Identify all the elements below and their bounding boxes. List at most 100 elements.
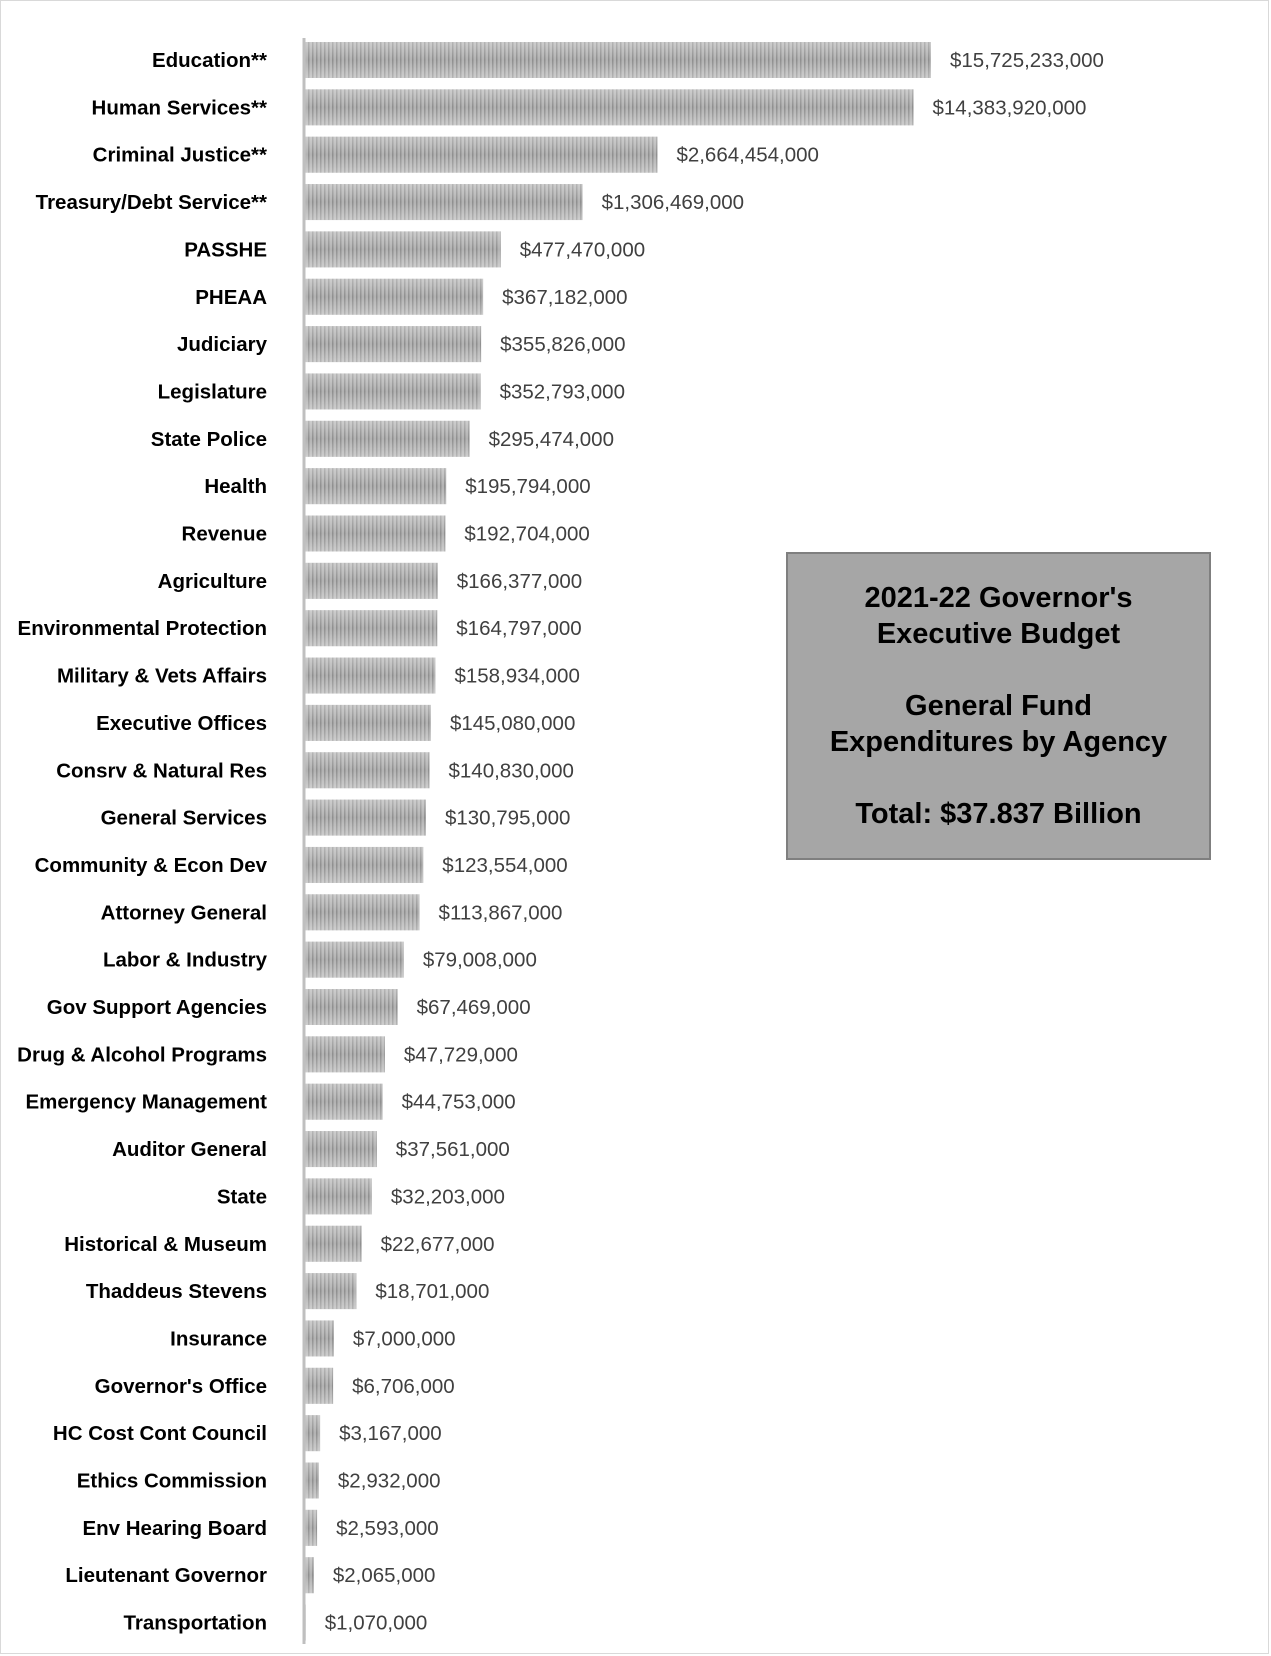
value-label: $164,797,000 <box>456 617 581 640</box>
category-label: Insurance <box>170 1327 267 1350</box>
value-label: $166,377,000 <box>457 570 582 593</box>
category-label: HC Cost Cont Council <box>53 1422 267 1445</box>
value-label: $130,795,000 <box>445 807 570 830</box>
bar-shading <box>305 515 446 552</box>
category-label: Drug & Alcohol Programs <box>17 1043 267 1066</box>
value-label: $1,306,469,000 <box>602 191 745 214</box>
value-label: $295,474,000 <box>489 428 614 451</box>
value-label: $355,826,000 <box>500 333 625 356</box>
value-label: $140,830,000 <box>449 759 574 782</box>
bar-shading <box>305 1083 383 1120</box>
value-label: $1,070,000 <box>325 1612 428 1635</box>
category-label: Health <box>204 475 267 498</box>
bar-shading <box>305 184 583 221</box>
value-label: $67,469,000 <box>417 996 531 1019</box>
bar-shading <box>305 136 658 173</box>
value-label: $192,704,000 <box>464 523 589 546</box>
category-label: Consrv & Natural Res <box>56 759 267 782</box>
category-label: Executive Offices <box>96 712 267 735</box>
bar-shading <box>305 420 470 457</box>
value-label: $14,383,920,000 <box>933 96 1087 119</box>
value-label: $352,793,000 <box>500 380 625 403</box>
bar-shading <box>305 610 438 647</box>
bar-shading <box>305 657 436 694</box>
bar-shading <box>305 1225 362 1262</box>
bar-shading <box>305 89 914 126</box>
value-label: $22,677,000 <box>381 1233 495 1256</box>
value-label: $145,080,000 <box>450 712 575 735</box>
category-label: Gov Support Agencies <box>47 996 267 1019</box>
bar-shading <box>305 231 501 268</box>
value-label: $3,167,000 <box>339 1422 442 1445</box>
bar-shading <box>305 373 481 410</box>
bar-shading <box>305 941 404 978</box>
category-label: State <box>217 1185 267 1208</box>
category-label: Lieutenant Governor <box>65 1564 267 1587</box>
category-label: Governor's Office <box>95 1375 267 1398</box>
value-label: $15,725,233,000 <box>950 49 1104 72</box>
bar-shading <box>305 752 430 789</box>
value-label: $367,182,000 <box>502 286 627 309</box>
bar-shading <box>305 1273 357 1310</box>
bar-shading <box>305 278 484 315</box>
value-label: $32,203,000 <box>391 1185 505 1208</box>
category-label: Emergency Management <box>25 1091 267 1114</box>
category-label: Transportation <box>123 1612 267 1635</box>
category-label: Environmental Protection <box>18 617 267 640</box>
bar-shading <box>305 799 426 836</box>
category-label: Community & Econ Dev <box>35 854 268 877</box>
bar-shading <box>305 42 931 78</box>
title-line-3: General Fund <box>905 690 1092 722</box>
bars-group: Education** $15,725,233,000 Human Services… <box>17 42 1104 1641</box>
category-label: Education** <box>152 49 267 72</box>
bar-shading <box>305 1131 377 1168</box>
category-label: PHEAA <box>195 286 267 309</box>
bar-shading <box>305 1462 319 1499</box>
value-label: $44,753,000 <box>402 1091 516 1114</box>
chart-title-box: 2021-22 Governor's Executive Budget Gene… <box>786 552 1211 860</box>
category-label: Attorney General <box>101 901 267 924</box>
category-label: Human Services** <box>92 96 268 119</box>
category-label: Legislature <box>158 380 267 403</box>
value-label: $37,561,000 <box>396 1138 510 1161</box>
value-label: $195,794,000 <box>465 475 590 498</box>
category-label: Agriculture <box>158 570 267 593</box>
category-label: Auditor General <box>112 1138 267 1161</box>
bar-shading <box>305 989 398 1025</box>
value-label: $2,593,000 <box>336 1517 439 1540</box>
category-label: General Services <box>101 807 267 830</box>
category-label: Revenue <box>182 523 267 546</box>
category-label: State Police <box>151 428 267 451</box>
bar-shading <box>305 326 482 363</box>
value-label: $2,932,000 <box>338 1470 441 1493</box>
title-line-2: Executive Budget <box>876 618 1121 650</box>
value-label: $123,554,000 <box>442 854 567 877</box>
category-label: Ethics Commission <box>77 1470 267 1493</box>
category-label: Treasury/Debt Service** <box>36 191 267 214</box>
title-line-1: 2021-22 Governor's <box>864 582 1133 614</box>
bar-shading <box>305 1178 372 1215</box>
category-label: Military & Vets Affairs <box>57 665 267 688</box>
category-label: Labor & Industry <box>103 949 268 972</box>
title-total: Total: $37.837 Billion <box>855 798 1142 830</box>
category-label: PASSHE <box>184 238 267 261</box>
value-label: $7,000,000 <box>353 1327 456 1350</box>
bar-shading <box>305 1036 385 1073</box>
bar-shading <box>305 1320 334 1357</box>
value-label: $79,008,000 <box>423 949 537 972</box>
value-label: $47,729,000 <box>404 1043 518 1066</box>
value-label: $2,065,000 <box>333 1564 436 1587</box>
bar-shading <box>305 1509 318 1546</box>
value-label: $113,867,000 <box>439 901 563 924</box>
bar-shading <box>305 1557 314 1594</box>
value-label: $6,706,000 <box>352 1375 455 1398</box>
bar-shading <box>305 1367 334 1404</box>
bar-shading <box>305 846 424 883</box>
bar-shading <box>305 1415 321 1452</box>
bar-shading <box>305 562 438 599</box>
category-label: Criminal Justice** <box>93 144 267 167</box>
category-label: Thaddeus Stevens <box>86 1280 267 1303</box>
value-label: $18,701,000 <box>375 1280 489 1303</box>
title-line-4: Expenditures by Agency <box>829 726 1168 758</box>
